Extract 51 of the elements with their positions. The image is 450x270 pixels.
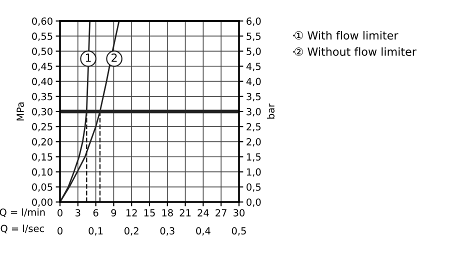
x2-tick-label: 0,2 [124,227,138,236]
y2-tick-label: 2,5 [246,123,261,132]
x-tick-label: 30 [234,209,245,216]
y2-tick-label: 1,5 [247,153,261,162]
x-tick-label: 24 [198,209,209,216]
x-tick-label: 12 [126,209,137,216]
y2-tick-label: 3,5 [246,92,261,102]
y-tick-label: 0,30 [32,108,52,116]
x-tick-label: 21 [180,209,191,216]
x2-tick-label: 0,5 [232,227,246,236]
y-tick-label: 0,45 [32,62,52,72]
x-tick-label: 3 [76,209,80,216]
x-tick-label: 0 [58,209,62,216]
x2-tick-label: 0,4 [196,227,210,236]
y2-tick-label: 5,0 [246,48,261,56]
y-tick-label: 0,10 [32,168,52,177]
y-tick-label: 0,50 [32,48,52,56]
y-tick-label: 0,20 [32,138,52,146]
y2-tick-label: 2,0 [246,138,261,146]
y2-tick-label: 1,0 [247,168,261,177]
y-axis-title: MPa [16,102,24,120]
x-axis-title: Q = l/min [0,208,45,217]
y2-tick-label: 6,0 [246,17,261,26]
y-tick-label: 0,25 [32,123,52,132]
y-tick-label: 0,00 [32,198,52,207]
y-tick-label: 0,05 [32,183,52,192]
legend-label: ② Without flow limiter [294,47,416,56]
x2-tick-label: 0,3 [160,227,174,236]
y-tick-label: 0,40 [32,78,52,86]
y2-tick-label: 3,0 [246,108,261,116]
x2-tick-label: 0,1 [88,227,103,236]
x-tick-label: 15 [144,209,155,216]
legend-label: ① With flow limiter [294,31,398,40]
x-tick-label: 27 [216,209,226,216]
x-tick-label: 9 [111,209,116,216]
x-tick-label: 18 [162,209,173,216]
x-tick-label: 6 [93,209,98,216]
y2-tick-label: 4,0 [246,78,261,86]
y-tick-label: 0,35 [32,92,52,102]
x2-axis-title: Q = l/sec [0,224,44,234]
x2-tick-label: 0 [58,227,62,235]
y-tick-label: 0,15 [32,153,52,162]
y-tick-label: 0,55 [32,32,52,41]
y2-tick-label: 4,5 [246,62,261,72]
annotation: 1 [86,54,91,62]
y-tick-label: 0,60 [32,17,52,26]
y2-tick-label: 0,5 [246,183,261,192]
y2-tick-label: 0,0 [246,198,261,207]
annotation: 2 [112,54,117,62]
y2-tick-label: 5,5 [246,32,261,41]
y2-axis-title: bar [266,103,274,119]
